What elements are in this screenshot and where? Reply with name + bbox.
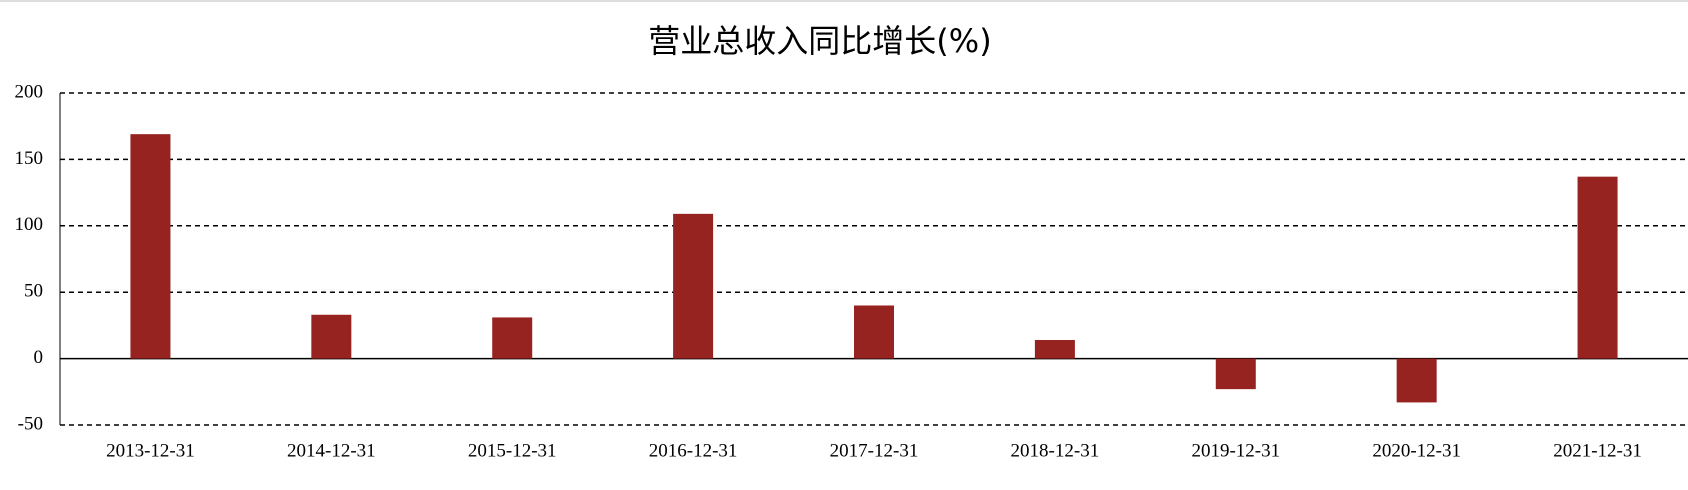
y-tick-label: 0	[34, 347, 44, 368]
y-tick-label: 200	[15, 81, 44, 102]
y-tick-label: 150	[15, 148, 44, 169]
x-tick-label: 2020-12-31	[1372, 440, 1461, 461]
y-tick-label: 100	[15, 214, 44, 235]
x-tick-label: 2021-12-31	[1553, 440, 1642, 461]
bar	[1215, 358, 1256, 390]
y-tick-label: -50	[18, 413, 43, 434]
y-tick-label: 50	[24, 281, 43, 302]
x-tick-label: 2013-12-31	[106, 440, 195, 461]
x-tick-label: 2016-12-31	[649, 440, 738, 461]
chart-title: 营业总收入同比增长(%)	[648, 22, 991, 60]
x-tick-label: 2017-12-31	[830, 440, 919, 461]
bar	[492, 317, 533, 359]
bar	[1396, 358, 1437, 403]
x-tick-label: 2015-12-31	[468, 440, 557, 461]
bar	[854, 305, 894, 359]
bar	[1034, 340, 1075, 359]
x-tick-label: 2018-12-31	[1011, 440, 1100, 461]
bar	[130, 134, 171, 359]
x-tick-label: 2019-12-31	[1191, 440, 1280, 461]
bar	[311, 314, 352, 359]
bar	[1577, 176, 1618, 359]
bar	[673, 213, 714, 359]
x-tick-label: 2014-12-31	[287, 440, 376, 461]
